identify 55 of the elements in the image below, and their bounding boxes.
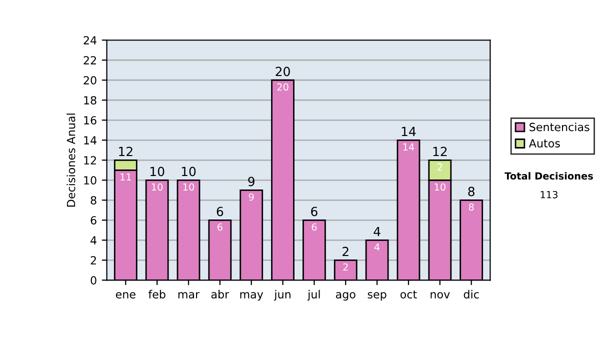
total-label: 8	[468, 186, 474, 196]
data-label: 10	[152, 183, 163, 191]
y-axis-title: Decisiones Anual	[66, 114, 76, 207]
total-label: 10	[150, 166, 164, 176]
legend-label: Sentencias	[530, 122, 590, 132]
total-label: 9	[248, 176, 254, 186]
y-tick-label: 4	[90, 236, 96, 244]
data-label: 10	[183, 183, 194, 191]
x-tick-label: may	[240, 292, 264, 301]
text: 113	[540, 190, 558, 198]
y-tick-label: 12	[84, 156, 96, 164]
total-label: 12	[433, 146, 447, 156]
total-label: 6	[311, 206, 318, 216]
data-label: 6	[218, 223, 222, 231]
data-label: 2	[343, 263, 348, 271]
total-label: 2	[342, 246, 348, 256]
x-tick-label: nov	[430, 292, 450, 298]
legend-label: Autos	[528, 139, 560, 148]
y-tick-label: 24	[84, 36, 96, 44]
text: Total Decisiones	[504, 172, 593, 180]
y-tick-label: 18	[84, 96, 96, 105]
x-tick-label: abr	[211, 290, 230, 298]
data-label: 10	[434, 183, 446, 191]
y-tick-label: 20	[84, 76, 96, 85]
data-label: 14	[403, 143, 414, 151]
x-tick-label: ene	[116, 292, 136, 298]
y-tick-label: 2	[90, 256, 96, 264]
total-label: 12	[119, 146, 132, 156]
x-tick-label: dic	[464, 290, 479, 298]
x-tick-label: jun	[274, 290, 290, 301]
data-label: 2	[438, 163, 442, 171]
data-label: 9	[248, 193, 254, 201]
data-label: 6	[312, 223, 317, 231]
x-tick-label: oct	[400, 290, 417, 298]
y-tick-label: 6	[90, 216, 96, 225]
y-tick-label: 0	[90, 276, 96, 285]
x-tick-label: sep	[368, 292, 386, 301]
total-label: 4	[374, 226, 380, 236]
data-label: 20	[277, 83, 288, 91]
y-tick-label: 16	[84, 116, 96, 125]
y-tick-label: 22	[84, 56, 96, 64]
total-label: 10	[182, 166, 196, 176]
y-tick-label: 10	[84, 176, 96, 185]
total-label: 14	[402, 126, 416, 136]
x-tick-label: ago	[336, 292, 356, 301]
data-label: 8	[468, 203, 474, 211]
y-tick-label: 8	[90, 196, 96, 205]
data-label: 11	[120, 173, 131, 181]
data-label: 4	[374, 243, 380, 251]
y-tick-label: 14	[84, 136, 96, 144]
total-label: 20	[276, 66, 290, 76]
x-tick-label: feb	[148, 290, 166, 298]
x-tick-label: jul	[307, 290, 320, 301]
total-label: 6	[216, 206, 224, 216]
x-tick-label: mar	[178, 292, 200, 298]
